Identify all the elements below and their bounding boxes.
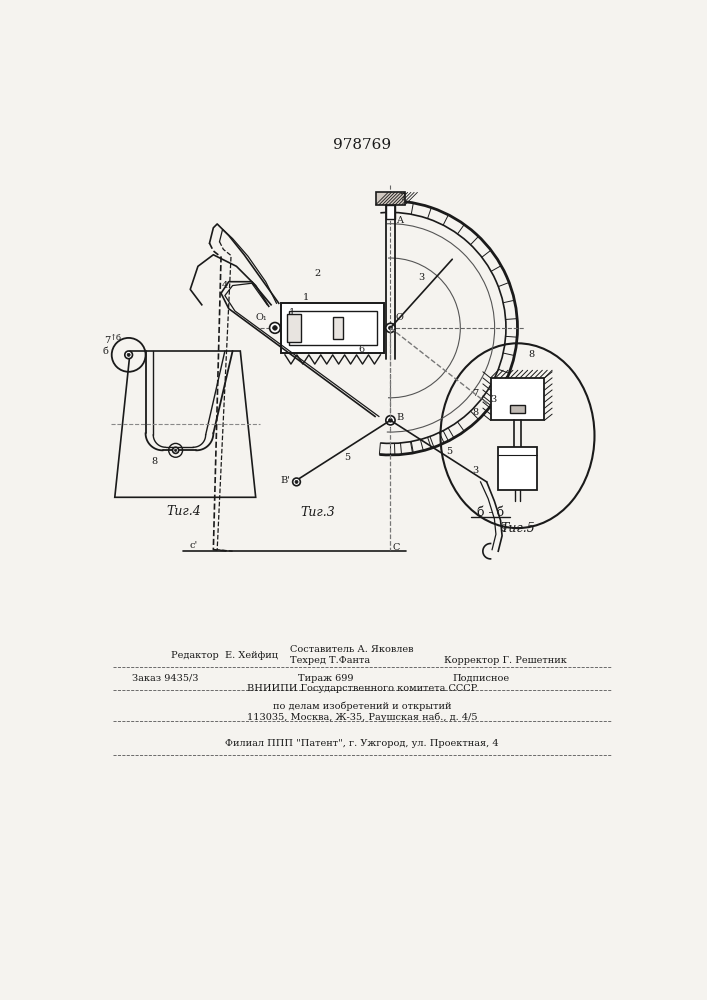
Circle shape	[386, 323, 395, 333]
Circle shape	[273, 326, 277, 330]
Circle shape	[293, 478, 300, 486]
Bar	[498, 447, 537, 490]
Text: Составитель А. Яковлев: Составитель А. Яковлев	[291, 645, 414, 654]
Text: 3: 3	[472, 466, 478, 475]
Text: A: A	[396, 216, 403, 225]
Text: 8: 8	[472, 408, 478, 417]
Text: 113035, Москва, Ж-35, Раушская наб., д. 4/5: 113035, Москва, Ж-35, Раушская наб., д. …	[247, 712, 477, 722]
Text: 8: 8	[151, 457, 157, 466]
Text: O: O	[396, 313, 404, 322]
Text: 8: 8	[528, 350, 534, 359]
Text: B': B'	[281, 476, 291, 485]
Text: C: C	[393, 543, 400, 552]
Text: 4: 4	[222, 281, 228, 290]
Text: Редактор  Е. Хейфиц: Редактор Е. Хейфиц	[171, 651, 278, 660]
Circle shape	[175, 449, 177, 451]
Text: 1: 1	[288, 308, 295, 317]
Text: Подписное: Подписное	[452, 674, 509, 683]
Text: Техред Т.Фанта: Техред Т.Фанта	[291, 656, 370, 665]
Circle shape	[269, 323, 281, 333]
Text: Корректор Г. Решетник: Корректор Г. Решетник	[444, 656, 567, 665]
Text: Τиг.5: Τиг.5	[500, 522, 535, 535]
Bar	[333, 317, 344, 339]
Text: 3: 3	[491, 395, 497, 404]
Text: б - б: б - б	[477, 506, 504, 519]
Text: 7: 7	[472, 389, 478, 398]
Text: 1: 1	[303, 293, 309, 302]
Text: O₁: O₁	[255, 313, 267, 322]
Text: Τиг.4: Τиг.4	[166, 505, 201, 518]
Text: ВНИИПИ Государственного комитета СССР: ВНИИПИ Государственного комитета СССР	[247, 684, 477, 693]
Bar	[287, 314, 301, 342]
Bar	[376, 192, 405, 205]
Circle shape	[386, 416, 395, 425]
Text: B: B	[396, 413, 403, 422]
Text: б: б	[103, 347, 108, 356]
Text: 978769: 978769	[333, 138, 391, 152]
Text: 2: 2	[314, 269, 320, 278]
Text: c': c'	[190, 541, 198, 550]
Text: 6: 6	[358, 345, 364, 354]
Bar	[288, 311, 377, 345]
Circle shape	[173, 447, 179, 453]
Text: Заказ 9435/3: Заказ 9435/3	[132, 674, 199, 683]
Text: 5: 5	[344, 453, 351, 462]
Text: ↑б: ↑б	[109, 334, 121, 342]
Circle shape	[295, 480, 298, 483]
Circle shape	[389, 326, 392, 330]
Bar	[386, 205, 395, 219]
Circle shape	[127, 353, 130, 356]
Text: Τиг.3: Τиг.3	[300, 506, 334, 519]
Circle shape	[389, 418, 392, 422]
Bar	[510, 405, 525, 413]
Text: 5: 5	[447, 447, 452, 456]
Text: 3: 3	[418, 273, 424, 282]
Text: Тираж 699: Тираж 699	[298, 674, 354, 683]
Text: 9: 9	[501, 524, 507, 533]
Bar	[491, 378, 544, 420]
Bar	[281, 303, 385, 353]
Text: по делам изобретений и открытий: по делам изобретений и открытий	[273, 702, 451, 711]
Text: 7: 7	[399, 192, 405, 202]
Text: 7: 7	[104, 336, 110, 345]
Text: Филиал ППП "Патент", г. Ужгород, ул. Проектная, 4: Филиал ППП "Патент", г. Ужгород, ул. Про…	[225, 739, 498, 748]
Circle shape	[125, 351, 132, 359]
